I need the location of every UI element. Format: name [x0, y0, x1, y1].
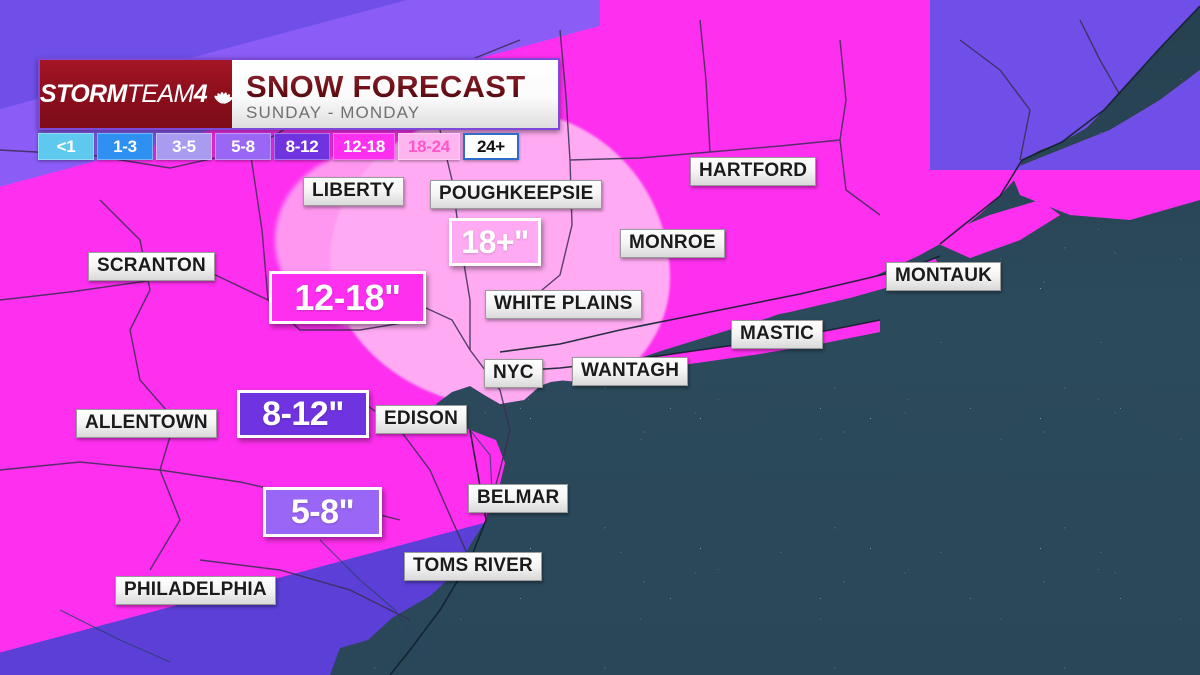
page-title: SNOW FORECAST	[246, 71, 558, 102]
legend-swatch-5-8[interactable]: 5-8	[215, 133, 271, 160]
stormteam4-logo[interactable]: STORM TEAM 4	[39, 60, 234, 128]
city-label-white-plains[interactable]: WHITE PLAINS	[485, 290, 642, 319]
city-label-toms-river[interactable]: TOMS RIVER	[404, 552, 542, 581]
city-label-hartford[interactable]: HARTFORD	[690, 157, 817, 186]
logo-storm-text: STORM	[39, 79, 127, 108]
legend-swatch--1[interactable]: <1	[38, 133, 94, 160]
city-label-wantagh[interactable]: WANTAGH	[572, 357, 689, 386]
logo-number: 4	[193, 79, 208, 108]
logo-team-text: TEAM	[126, 79, 195, 108]
snow-amount-5-8-: 5-8"	[263, 487, 382, 537]
nbc-peacock-icon	[210, 84, 234, 105]
city-label-monroe[interactable]: MONROE	[620, 229, 725, 258]
legend-swatch-1-3[interactable]: 1-3	[97, 133, 153, 160]
snow-amount-8-12-: 8-12"	[237, 390, 369, 438]
stormteam4-logo-text: STORM TEAM 4	[39, 79, 234, 109]
legend-swatch-18-24[interactable]: 18-24	[397, 133, 460, 160]
legend-swatch-3-5[interactable]: 3-5	[156, 133, 212, 160]
city-label-nyc[interactable]: NYC	[484, 359, 543, 388]
city-label-edison[interactable]: EDISON	[375, 405, 468, 434]
forecast-period: SUNDAY - MONDAY	[246, 102, 421, 122]
forecast-title-block: SNOW FORECAST SUNDAY - MONDAY	[232, 60, 558, 128]
snowfall-legend[interactable]: <1 1-3 3-5 5-8 8-12 12-18 18-24 24+	[38, 133, 519, 160]
city-label-scranton[interactable]: SCRANTON	[88, 252, 215, 281]
city-label-montauk[interactable]: MONTAUK	[886, 262, 1002, 291]
snow-amount-12-18-: 12-18"	[269, 271, 426, 324]
city-label-liberty[interactable]: LIBERTY	[303, 177, 404, 206]
legend-swatch-12-18[interactable]: 12-18	[333, 133, 395, 160]
city-label-belmar[interactable]: BELMAR	[468, 484, 569, 513]
city-label-mastic[interactable]: MASTIC	[731, 320, 824, 349]
city-label-philadelphia[interactable]: PHILADELPHIA	[115, 576, 276, 605]
legend-swatch-8-12[interactable]: 8-12	[274, 133, 330, 160]
snow-amount-18+-: 18+"	[449, 218, 541, 266]
forecast-header: STORM TEAM 4 SNOW FORECAST SUNDAY - MONDAY	[38, 58, 560, 130]
city-label-allentown[interactable]: ALLENTOWN	[76, 409, 217, 438]
city-label-poughkeepsie[interactable]: POUGHKEEPSIE	[430, 180, 603, 209]
legend-swatch-24-[interactable]: 24+	[462, 133, 519, 160]
